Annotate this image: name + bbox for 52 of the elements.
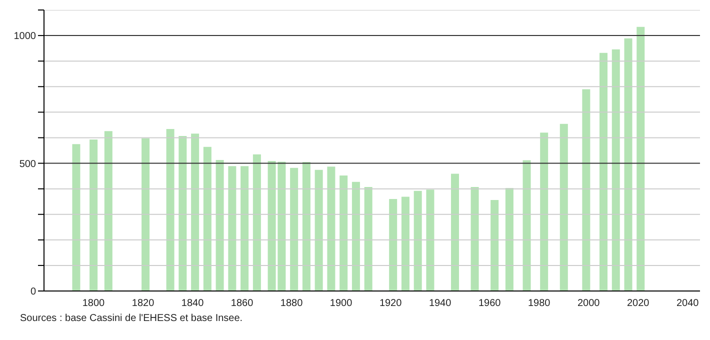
bar <box>327 166 336 291</box>
bar <box>401 196 410 291</box>
x-tick-label: 1840 <box>181 298 204 310</box>
x-tick-label: 1800 <box>82 298 106 310</box>
bar <box>252 154 261 291</box>
bar <box>470 187 479 291</box>
bar <box>72 144 80 291</box>
bar <box>522 160 531 291</box>
bar <box>90 140 98 291</box>
bar <box>540 132 548 291</box>
x-tick-label: 1960 <box>478 298 502 310</box>
bar <box>600 52 608 291</box>
bar <box>505 188 514 291</box>
bar <box>340 176 348 291</box>
bar <box>490 200 499 291</box>
y-tick-label: 0 <box>30 286 36 298</box>
bar <box>290 168 298 291</box>
x-tick-label: 2000 <box>577 298 600 310</box>
bar <box>240 166 249 291</box>
bar <box>560 124 568 291</box>
bar <box>414 190 422 291</box>
bar <box>582 89 590 291</box>
bar <box>636 26 645 291</box>
bar <box>104 131 112 291</box>
x-tick-label: 1980 <box>528 298 551 310</box>
bar <box>364 187 372 291</box>
bar <box>612 49 620 291</box>
bar <box>142 138 150 291</box>
bar <box>314 170 323 291</box>
bar <box>203 146 212 291</box>
bar <box>191 134 200 291</box>
source-note: Sources : base Cassini de l'EHESS et base Insee. <box>20 313 244 324</box>
bar <box>216 160 224 291</box>
bar <box>450 174 459 291</box>
x-tick-label: 1940 <box>428 298 452 310</box>
x-tick-label: 1920 <box>379 298 402 310</box>
x-tick-label: 1880 <box>280 298 304 310</box>
bar <box>389 199 398 291</box>
bar <box>352 182 360 291</box>
x-tick-label: 2040 <box>676 298 700 310</box>
bar <box>178 136 187 291</box>
bar <box>624 38 632 291</box>
y-tick-label: 1000 <box>14 31 36 42</box>
x-tick-label: 1860 <box>230 298 254 310</box>
bar <box>166 129 174 291</box>
bar <box>302 162 310 291</box>
x-tick-label: 1820 <box>132 298 155 310</box>
x-tick-label: 2020 <box>626 298 650 310</box>
bar <box>228 166 236 291</box>
x-tick-label: 1900 <box>330 298 353 310</box>
bar <box>426 190 434 291</box>
y-tick-label: 500 <box>19 158 36 170</box>
